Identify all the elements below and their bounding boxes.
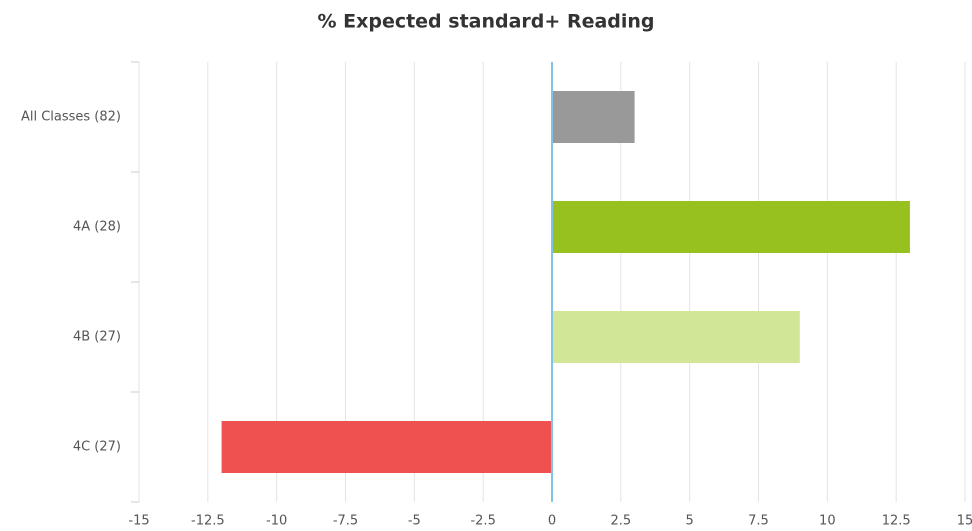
x-tick-label: 5 xyxy=(686,514,694,529)
y-tick-label: All Classes (82) xyxy=(21,110,121,125)
x-tick-label: -15 xyxy=(128,514,149,529)
y-tick-label: 4C (27) xyxy=(73,440,121,455)
chart-title: % Expected standard+ Reading xyxy=(317,11,654,33)
x-tick-label: -7.5 xyxy=(333,514,358,529)
x-tick-label: -2.5 xyxy=(470,514,495,529)
bar xyxy=(552,91,635,143)
x-tick-label: -12.5 xyxy=(191,514,225,529)
bar xyxy=(552,201,910,253)
x-tick-label: -10 xyxy=(266,514,287,529)
x-tick-label: 0 xyxy=(548,514,556,529)
bar xyxy=(221,421,552,473)
y-tick-label: 4B (27) xyxy=(73,330,121,345)
y-tick-label: 4A (28) xyxy=(73,220,121,235)
x-tick-label: 2.5 xyxy=(610,514,631,529)
x-tick-label: 12.5 xyxy=(882,514,911,529)
x-tick-label: -5 xyxy=(408,514,421,529)
x-tick-label: 10 xyxy=(819,514,836,529)
bar xyxy=(552,311,800,363)
x-tick-label: 15 xyxy=(957,514,972,529)
x-tick-label: 7.5 xyxy=(748,514,769,529)
